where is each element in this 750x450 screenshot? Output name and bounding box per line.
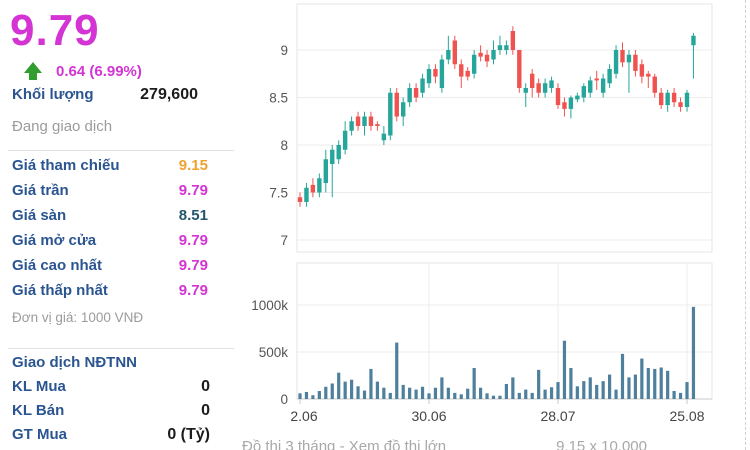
foreign-sell-volume-row: KL Bán 0 <box>12 402 210 426</box>
divider <box>8 150 234 151</box>
foreign-buy-value-row: GT Mua 0 (Tỷ) <box>12 426 210 450</box>
volume-value: 279,600 <box>140 86 198 103</box>
chart-footer-right: 9.15 x 10,000 <box>556 438 647 450</box>
row-value: 0 <box>201 402 210 419</box>
svg-text:7: 7 <box>280 233 288 248</box>
low-price-row: Giá thấp nhất 9.79 <box>12 282 208 307</box>
row-label: Giá cao nhất <box>12 257 103 274</box>
foreign-buy-volume-row: KL Mua 0 <box>12 378 210 402</box>
price-volume-chart[interactable]: 9 8.5 8 7.5 7 1000k 500k 02.06 30.06 28.07 25.08 <box>240 0 750 450</box>
svg-text:0: 0 <box>280 392 288 407</box>
row-value: 8.51 <box>178 207 208 224</box>
svg-text:25.08: 25.08 <box>669 408 704 424</box>
foreign-trading-title: Giao dịch NĐTNN <box>12 354 138 371</box>
row-label: Giá mở cửa <box>12 232 97 249</box>
row-value: 9.79 <box>178 282 208 299</box>
price-unit-note: Đơn vị giá: 1000 VNĐ <box>12 310 144 325</box>
foreign-trading-rows: KL Mua 0 KL Bán 0 GT Mua 0 (Tỷ) <box>12 378 210 450</box>
row-label: KL Mua <box>12 378 66 395</box>
row-value: 9.79 <box>178 232 208 249</box>
svg-text:7.5: 7.5 <box>269 186 288 201</box>
price-change-value: 0.64 (6.99%) <box>56 62 142 80</box>
svg-text:500k: 500k <box>259 345 289 360</box>
divider <box>8 348 234 349</box>
price-change-row: 0.64 (6.99%) <box>24 60 142 82</box>
price-info-rows: Giá tham chiếu 9.15 Giá trần 9.79 Giá sà… <box>12 157 208 307</box>
svg-text:28.07: 28.07 <box>540 408 575 424</box>
floor-price-row: Giá sàn 8.51 <box>12 207 208 232</box>
high-price-row: Giá cao nhất 9.79 <box>12 257 208 282</box>
svg-text:9: 9 <box>280 43 288 58</box>
trading-status: Đang giao dịch <box>12 118 113 135</box>
panel-dashed-border <box>745 0 746 450</box>
footer-clipped-text: Đồ thị 3 tháng - Xem đồ thị lớn 9.15 x 1… <box>242 438 702 450</box>
row-value: 9.79 <box>178 257 208 274</box>
row-label: Giá thấp nhất <box>12 282 108 299</box>
row-value: 0 <box>201 378 210 395</box>
svg-text:2.06: 2.06 <box>290 408 317 424</box>
svg-text:30.06: 30.06 <box>411 408 446 424</box>
svg-text:8: 8 <box>280 138 288 153</box>
svg-text:8.5: 8.5 <box>269 91 288 106</box>
row-label: GT Mua <box>12 426 67 443</box>
volume-row: Khối lượng 279,600 <box>12 86 198 104</box>
volume-label: Khối lượng <box>12 86 94 103</box>
row-label: Giá tham chiếu <box>12 157 120 174</box>
up-arrow-icon <box>24 62 42 80</box>
row-label: Giá sàn <box>12 207 67 224</box>
last-price: 9.79 <box>10 6 100 55</box>
row-label: KL Bán <box>12 402 65 419</box>
row-value: 0 (Tỷ) <box>167 426 210 443</box>
open-price-row: Giá mở cửa 9.79 <box>12 232 208 257</box>
reference-price-row: Giá tham chiếu 9.15 <box>12 157 208 182</box>
svg-text:1000k: 1000k <box>251 298 288 313</box>
chart-panel: 9 8.5 8 7.5 7 1000k 500k 0 2.06 30.06 28.07 25.08 <box>240 0 750 450</box>
row-label: Giá trần <box>12 182 69 199</box>
ceiling-price-row: Giá trần 9.79 <box>12 182 208 207</box>
row-value: 9.79 <box>178 182 208 199</box>
row-value: 9.15 <box>178 157 208 174</box>
chart-footer-left: Đồ thị 3 tháng - Xem đồ thị lớn <box>242 438 447 450</box>
quote-panel: 9.79 0.64 (6.99%) Khối lượng 279,600 Đan… <box>0 0 240 450</box>
